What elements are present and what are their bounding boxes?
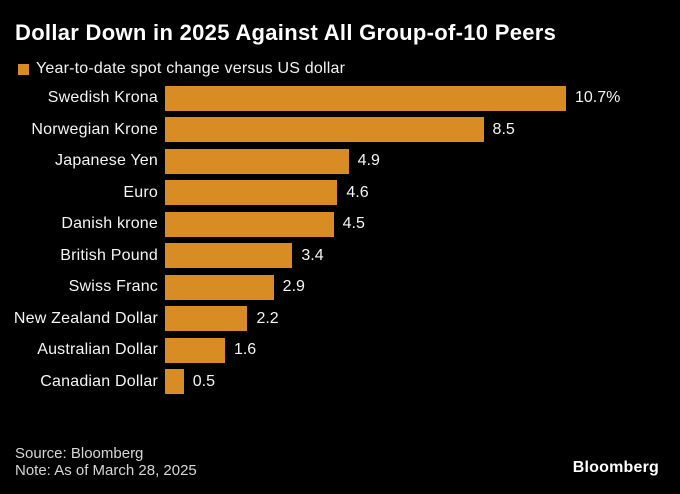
chart-footnotes: Source: Bloomberg Note: As of March 28, … [15,445,197,479]
bar-row: Swiss Franc 2.9 [0,274,680,300]
bar-row: Swedish Krona 10.7% [0,85,680,111]
bar [165,180,338,206]
bar [165,243,293,269]
value-label: 1.6 [233,341,257,359]
bar-row: Norwegian Krone 8.5 [0,117,680,143]
value-label: 2.9 [282,278,305,296]
category-label: Swiss Franc [68,278,158,296]
legend: Year-to-date spot change versus US dolla… [18,60,345,78]
value-label: 4.5 [342,215,365,233]
category-label: New Zealand Dollar [13,309,158,327]
category-label: Canadian Dollar [40,372,158,390]
bar [165,337,225,363]
bar-row: Canadian Dollar 0.5 [0,369,680,395]
bar [165,369,184,395]
value-label: 4.6 [346,183,369,201]
category-label: Swedish Krona [47,89,158,106]
category-label: Euro [123,183,158,201]
value-label: 3.4 [301,246,324,264]
source-note: Source: Bloomberg [15,445,144,462]
chart-title: Dollar Down in 2025 Against All Group-of… [15,20,557,45]
bar-row: Australian Dollar 1.6 [0,337,680,363]
bar-row: British Pound 3.4 [0,243,680,269]
value-label: 2.2 [256,309,279,327]
bar [165,211,334,237]
bar-row: Japanese Yen 4.9 [0,148,680,174]
category-label: Japanese Yen [55,152,158,170]
value-label: 8.5 [492,120,515,138]
category-label: Norwegian Krone [31,120,158,138]
bar-row: Euro 4.6 [0,180,680,206]
category-label: Danish krone [61,215,158,233]
bloomberg-logo: Bloomberg [572,459,659,476]
bar [165,148,349,174]
category-label: British Pound [60,246,158,264]
legend-label: Year-to-date spot change versus US dolla… [36,60,346,77]
value-label: 4.9 [357,152,380,170]
legend-swatch-icon [18,63,29,75]
value-label: 10.7% [575,89,621,106]
value-label: 0.5 [192,372,215,390]
bar-row: Danish krone 4.5 [0,211,680,237]
bar [165,117,484,143]
bar [165,85,566,111]
bar [165,274,274,300]
date-note: Note: As of March 28, 2025 [15,461,197,479]
category-label: Australian Dollar [37,341,158,359]
bar [165,306,248,332]
bar-row: New Zealand Dollar 2.2 [0,306,680,332]
